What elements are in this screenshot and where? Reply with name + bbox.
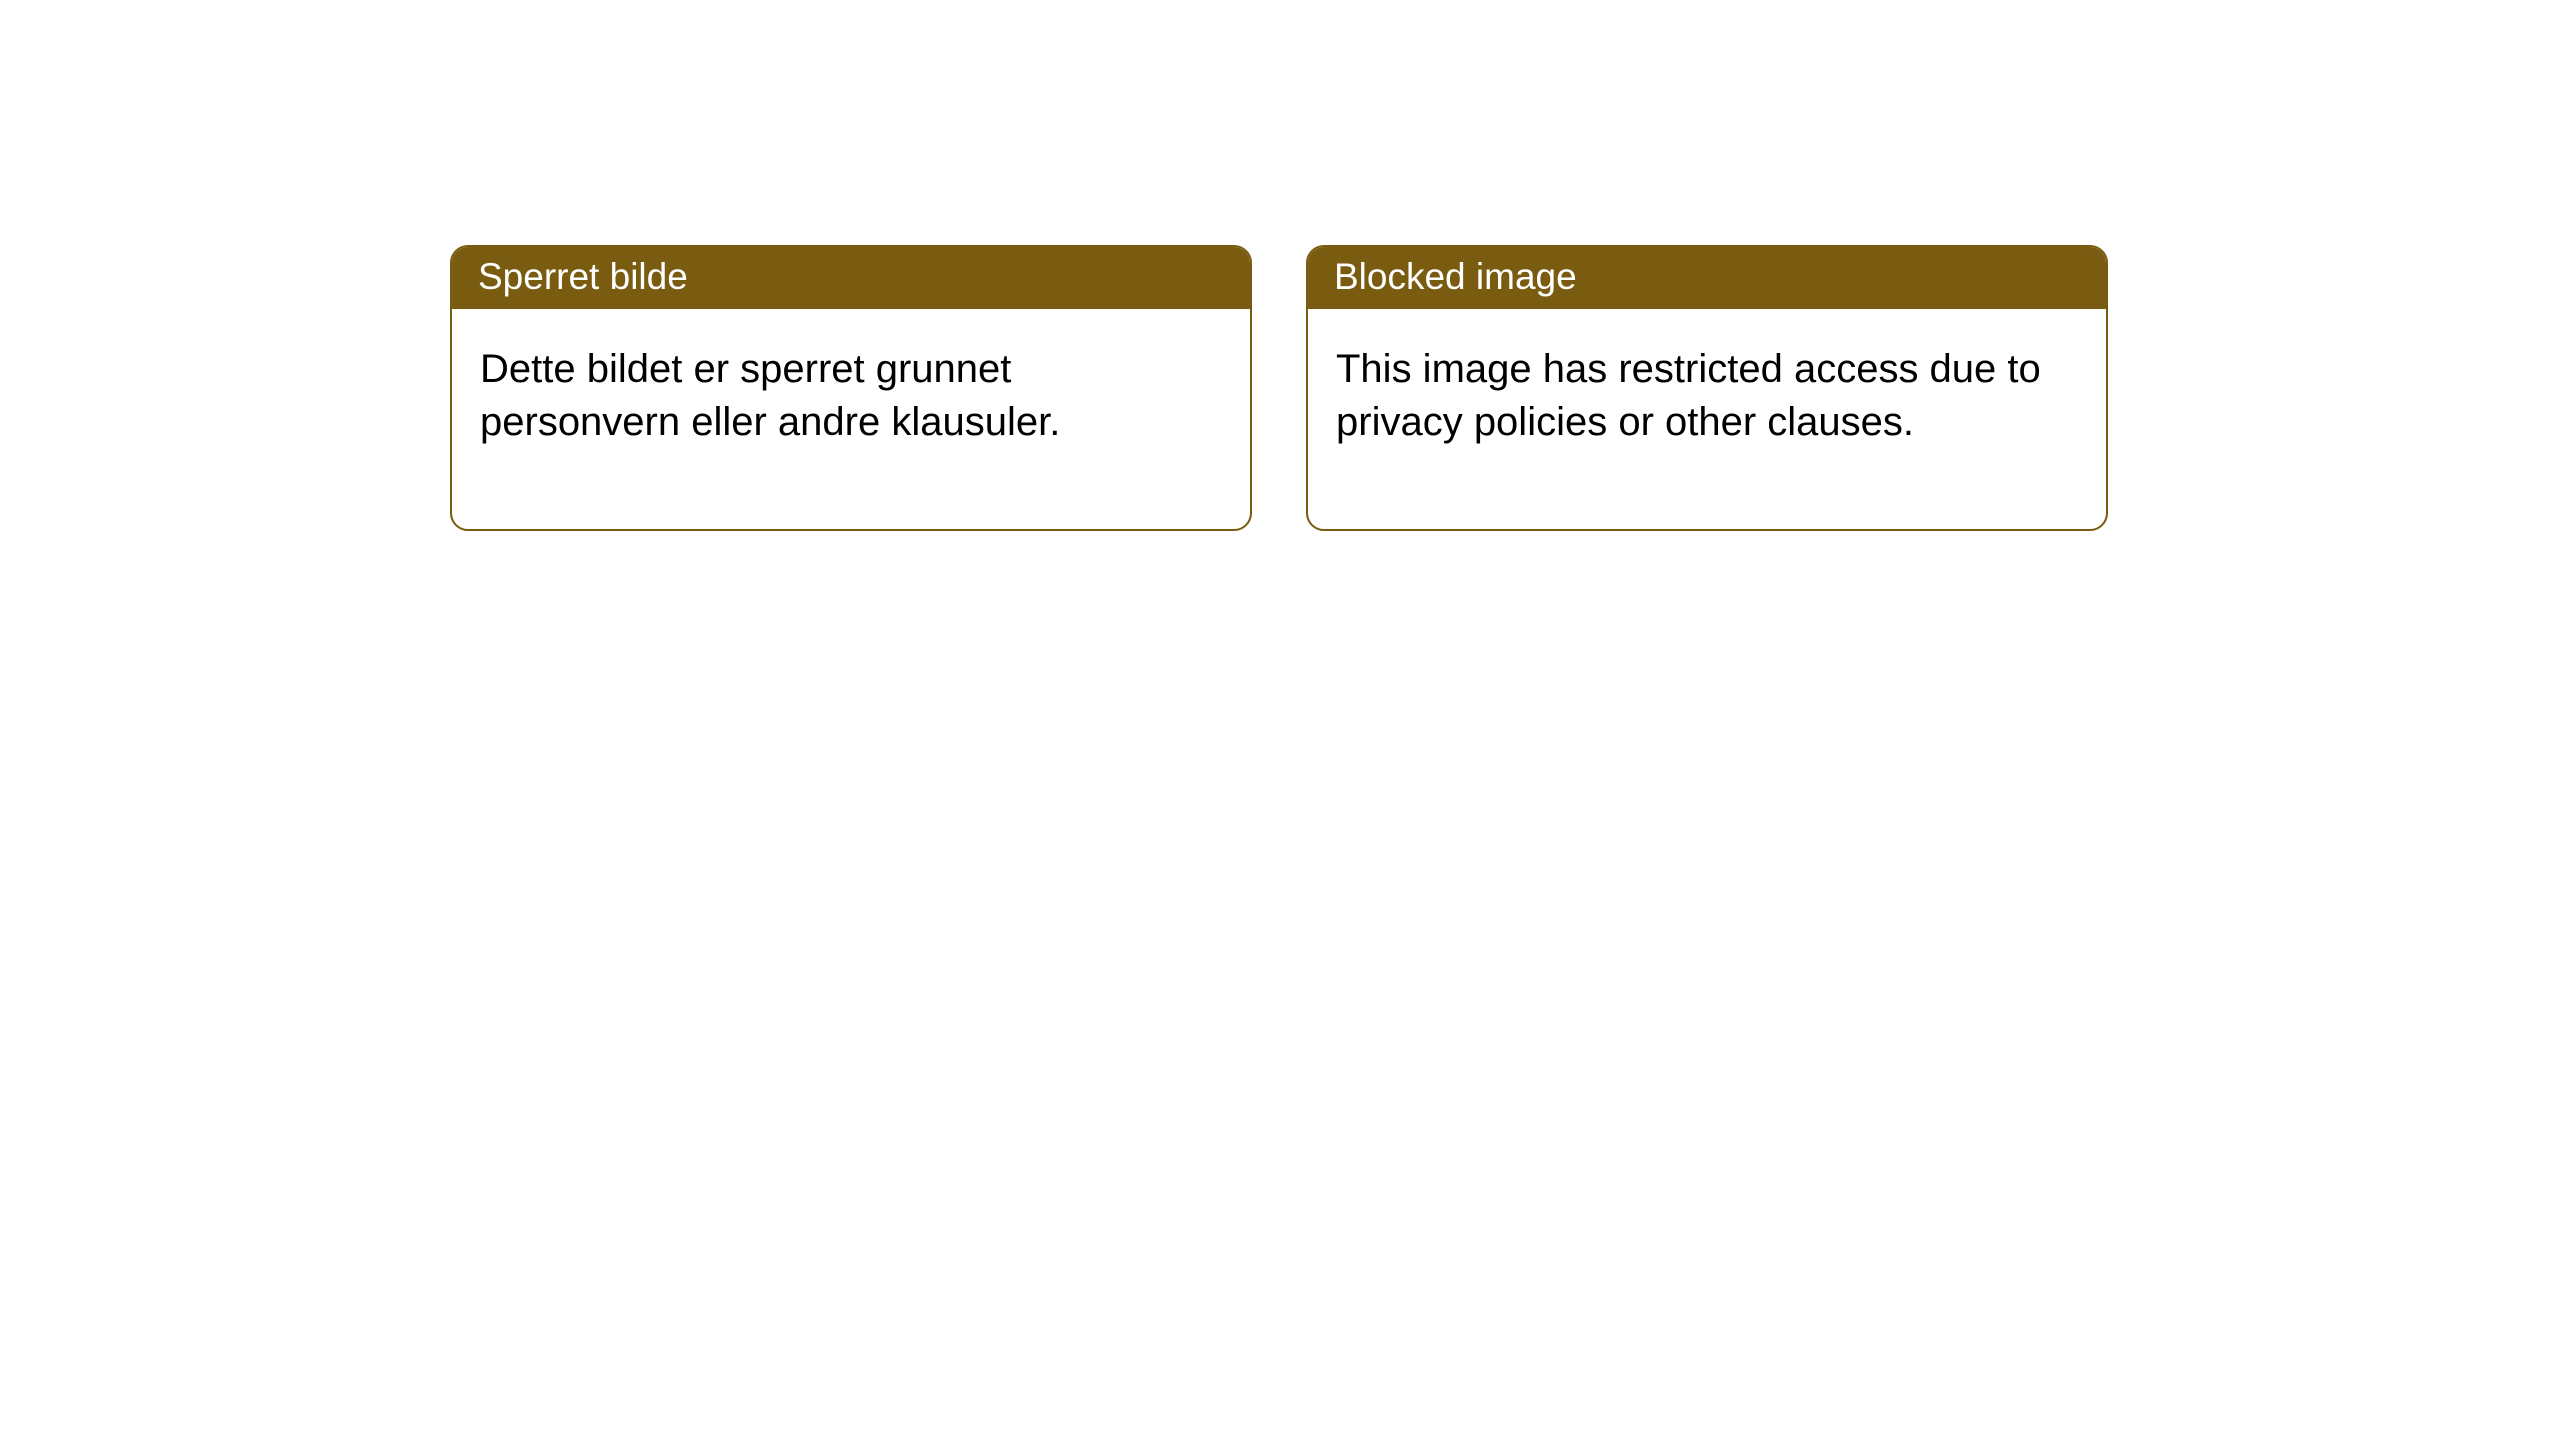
- notice-body: This image has restricted access due to …: [1308, 309, 2106, 529]
- notice-body: Dette bildet er sperret grunnet personve…: [452, 309, 1250, 529]
- notice-header: Blocked image: [1308, 247, 2106, 309]
- notice-header: Sperret bilde: [452, 247, 1250, 309]
- notice-card-norwegian: Sperret bilde Dette bildet er sperret gr…: [450, 245, 1252, 531]
- notice-card-english: Blocked image This image has restricted …: [1306, 245, 2108, 531]
- notice-container: Sperret bilde Dette bildet er sperret gr…: [0, 0, 2560, 531]
